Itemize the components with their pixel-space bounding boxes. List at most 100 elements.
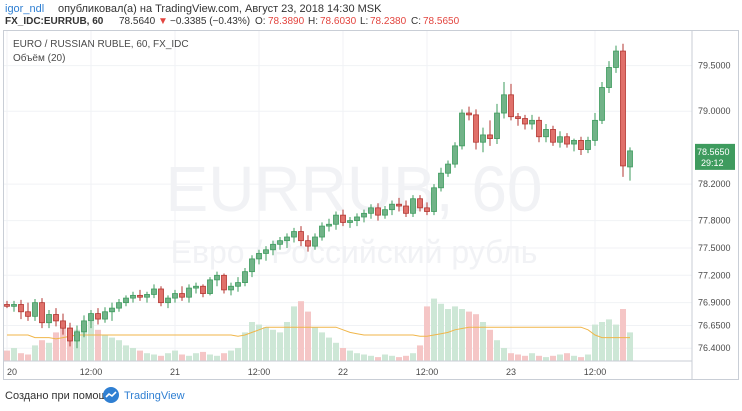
last-price: 78.5640 — [119, 16, 156, 27]
volume-bar — [235, 348, 241, 361]
price-axis[interactable]: 79.5000 79.0000 78.2000 77.8000 77.5000 77.20… — [698, 61, 731, 354]
candle-body — [60, 320, 66, 329]
candle — [242, 268, 248, 287]
candle — [403, 200, 409, 217]
price-tick-label: 77.2000 — [698, 270, 731, 280]
candle-body — [158, 288, 164, 304]
tradingview-link[interactable]: TradingView — [124, 390, 185, 402]
volume-bar — [627, 332, 633, 361]
candle — [354, 213, 360, 227]
candle-body — [95, 313, 101, 320]
candle — [95, 308, 101, 325]
volume-bar — [459, 309, 465, 361]
candle — [4, 300, 10, 309]
candle-body — [25, 311, 31, 317]
candle — [508, 83, 514, 121]
volume-bar — [249, 322, 255, 361]
candle — [263, 246, 269, 261]
candle-body — [529, 119, 535, 125]
volume-bars — [4, 298, 633, 361]
candle — [375, 203, 381, 221]
candle — [550, 125, 556, 146]
legend-volume: Объём (20) — [13, 53, 66, 64]
candle — [480, 127, 486, 153]
candle-body — [361, 212, 367, 218]
candle-body — [18, 304, 24, 313]
volume-bar — [228, 350, 234, 361]
volume-bar — [424, 306, 430, 361]
volume-bar — [361, 354, 367, 361]
time-tick-label: 12:00 — [416, 367, 439, 377]
candle-body — [550, 129, 556, 143]
tradingview-logo-icon[interactable] — [102, 387, 120, 403]
candle — [221, 273, 227, 294]
candle-body — [452, 145, 458, 165]
volume-bar — [452, 306, 458, 361]
candle — [389, 200, 395, 216]
price-change: −0.3385 (−0.43%) — [170, 16, 251, 27]
volume-bar — [11, 348, 17, 361]
time-axis[interactable]: 20 12:00 21 12:00 22 12:00 23 12:00 — [7, 367, 606, 377]
volume-bar — [95, 329, 101, 361]
volume-bar — [116, 340, 122, 361]
candle — [438, 167, 444, 192]
candle — [396, 197, 402, 212]
candle-body — [319, 225, 325, 238]
volume-bar — [445, 309, 451, 361]
volume-bar — [522, 355, 528, 361]
close-label: C: — [411, 16, 421, 27]
high-value: 78.6030 — [320, 16, 357, 27]
volume-bar — [340, 348, 346, 361]
author-link[interactable]: igor_ndl — [5, 3, 45, 15]
volume-bar — [60, 322, 66, 361]
volume-bar — [172, 350, 178, 361]
price-tick-label: 79.5000 — [698, 61, 731, 71]
chart-frame[interactable]: EURRUB, 60 Евро / Российский рубль 79.50… — [3, 30, 739, 380]
candle — [613, 45, 619, 73]
candle-body — [116, 302, 122, 309]
volume-bar — [298, 301, 304, 361]
candle — [557, 131, 563, 148]
candle-body — [249, 258, 255, 273]
candle-body — [417, 198, 423, 209]
candle — [312, 233, 318, 250]
candle-body — [494, 112, 500, 139]
candle — [424, 202, 430, 216]
candle — [284, 233, 290, 248]
volume-ma-line — [7, 326, 630, 340]
candle — [459, 109, 465, 150]
candle-body — [228, 285, 234, 291]
candle-body — [81, 320, 87, 333]
volume-bar — [186, 355, 192, 361]
volume-bar — [291, 306, 297, 361]
candle — [123, 295, 129, 307]
candle-body — [592, 119, 598, 141]
candle-body — [347, 220, 353, 223]
candle — [571, 138, 577, 152]
candle — [494, 103, 500, 145]
candle-body — [32, 302, 38, 317]
candle-body — [368, 207, 374, 214]
candle-body — [578, 139, 584, 150]
candle — [207, 277, 213, 296]
candle-body — [263, 249, 269, 254]
volume-bar — [102, 335, 108, 361]
volume-bar — [620, 309, 626, 361]
volume-bar — [200, 351, 206, 361]
volume-bar — [592, 324, 598, 361]
candle-body — [613, 50, 619, 68]
candles — [4, 43, 633, 349]
volume-bar — [473, 314, 479, 361]
candle — [228, 282, 234, 296]
price-chart[interactable]: EURRUB, 60 Евро / Российский рубль 79.50… — [4, 31, 738, 379]
candle-body — [508, 94, 514, 118]
candle — [116, 299, 122, 312]
volume-bar — [382, 354, 388, 361]
volume-bar — [480, 322, 486, 361]
candle-body — [424, 207, 430, 212]
candle-body — [137, 294, 143, 298]
price-tick-label: 77.5000 — [698, 243, 731, 253]
candle — [361, 209, 367, 223]
candle — [46, 309, 52, 329]
volume-bar — [508, 353, 514, 361]
